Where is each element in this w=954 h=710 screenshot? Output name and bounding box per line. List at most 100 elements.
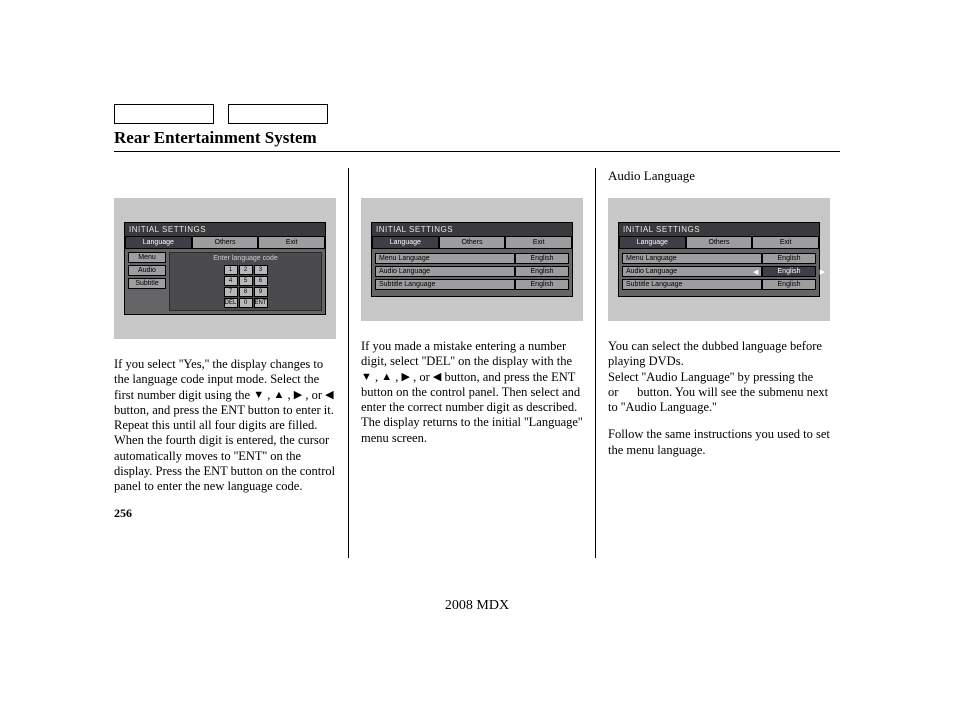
code-entry-label: Enter language code [213,255,278,262]
sep: , or [302,388,325,402]
sep: , [372,370,381,384]
sep: , [264,388,273,402]
panel-header: INITIAL SETTINGS [619,223,819,236]
text: Follow the same instructions you used to… [608,427,830,458]
text: Select ''Audio Language'' by pressing th… [608,370,830,416]
tab-others[interactable]: Others [192,236,259,249]
column-separator [348,168,349,558]
key-8[interactable]: 8 [239,287,253,297]
header-blank-boxes [114,104,840,124]
row-value-text: English [778,268,801,275]
key-1[interactable]: 1 [224,265,238,275]
key-7[interactable]: 7 [224,287,238,297]
key-0[interactable]: 0 [239,298,253,308]
footer-text: 2008 MDX [0,598,954,614]
col3-text: You can select the dubbed language befor… [608,339,830,458]
left-arrow-icon: ◀ [753,268,758,276]
panel-tabs: Language Others Exit [619,236,819,249]
settings-row: Audio Language ◀ English ▶ [622,266,816,277]
page-number: 256 [114,506,336,521]
sep: , or [410,370,433,384]
settings-panel: INITIAL SETTINGS Language Others Exit Me… [618,222,820,297]
col1-header [114,168,336,184]
panel-body: Menu Audio Subtitle Enter language code … [125,249,325,314]
tab-language[interactable]: Language [372,236,439,249]
spacer [608,415,830,427]
audio-button[interactable]: Audio [128,265,166,276]
down-arrow-icon: ▼ [361,372,372,383]
panel-tabs: Language Others Exit [125,236,325,249]
key-6[interactable]: 6 [254,276,268,286]
page-title: Rear Entertainment System [114,128,840,152]
row-value[interactable]: English [515,266,569,277]
left-arrow-icon: ◀ [325,390,333,401]
keypad: 1 2 3 4 5 6 7 8 9 DEL 0 [224,265,268,308]
subtitle-button[interactable]: Subtitle [128,278,166,289]
settings-panel: INITIAL SETTINGS Language Others Exit Me… [124,222,326,315]
row-value[interactable]: English [515,253,569,264]
code-entry-area: Enter language code 1 2 3 4 5 6 7 8 9 [169,252,322,311]
settings-row: Menu Language English [375,253,569,264]
tab-others[interactable]: Others [686,236,753,249]
col2-text: If you made a mistake entering a number … [361,339,583,446]
tab-exit[interactable]: Exit [258,236,325,249]
column-3: Audio Language INITIAL SETTINGS Language… [608,168,830,558]
columns: INITIAL SETTINGS Language Others Exit Me… [114,168,840,558]
panel-body: Menu Language English Audio Language Eng… [372,249,572,296]
key-2[interactable]: 2 [239,265,253,275]
manual-page: Rear Entertainment System INITIAL SETTIN… [0,0,954,710]
row-label: Subtitle Language [375,279,515,290]
screenshot-1: INITIAL SETTINGS Language Others Exit Me… [114,198,336,339]
blank-box [114,104,214,124]
column-2: INITIAL SETTINGS Language Others Exit Me… [361,168,583,558]
row-value[interactable]: English [762,253,816,264]
panel-header: INITIAL SETTINGS [372,223,572,236]
panel-header: INITIAL SETTINGS [125,223,325,236]
settings-panel: INITIAL SETTINGS Language Others Exit Me… [371,222,573,297]
sep: , [284,388,293,402]
screenshot-3: INITIAL SETTINGS Language Others Exit Me… [608,198,830,321]
tab-exit[interactable]: Exit [505,236,572,249]
tab-exit[interactable]: Exit [752,236,819,249]
right-arrow-icon: ▶ [820,268,825,276]
up-arrow-icon: ▲ [381,372,392,383]
down-arrow-icon: ▼ [253,390,264,401]
row-label: Audio Language [375,266,515,277]
up-arrow-icon: ▲ [274,390,285,401]
tab-language[interactable]: Language [619,236,686,249]
left-arrow-icon: ◀ [433,372,441,383]
menu-button[interactable]: Menu [128,252,166,263]
row-label: Subtitle Language [622,279,762,290]
key-5[interactable]: 5 [239,276,253,286]
text: button, and press the ENT button to ente… [114,403,335,493]
key-9[interactable]: 9 [254,287,268,297]
key-4[interactable]: 4 [224,276,238,286]
panel-tabs: Language Others Exit [372,236,572,249]
panel-body: Menu Language English Audio Language ◀ E… [619,249,819,296]
row-label: Menu Language [375,253,515,264]
settings-row: Subtitle Language English [622,279,816,290]
column-1: INITIAL SETTINGS Language Others Exit Me… [114,168,336,558]
settings-row: Audio Language English [375,266,569,277]
key-3[interactable]: 3 [254,265,268,275]
row-label: Audio Language [622,266,762,277]
blank-box [228,104,328,124]
text: You can select the dubbed language befor… [608,339,830,370]
left-buttons: Menu Audio Subtitle [128,252,166,311]
col3-header: Audio Language [608,168,830,184]
settings-row: Menu Language English [622,253,816,264]
right-arrow-icon: ▶ [294,390,302,401]
sep: , [392,370,401,384]
tab-language[interactable]: Language [125,236,192,249]
key-ent[interactable]: ENT [254,298,268,308]
tab-others[interactable]: Others [439,236,506,249]
row-value[interactable]: English [515,279,569,290]
key-del[interactable]: DEL [224,298,238,308]
column-separator [595,168,596,558]
settings-row: Subtitle Language English [375,279,569,290]
row-label: Menu Language [622,253,762,264]
row-value-selected[interactable]: ◀ English ▶ [762,266,816,277]
text: If you made a mistake entering a number … [361,339,572,368]
row-value[interactable]: English [762,279,816,290]
col1-text: If you select ''Yes,'' the display chang… [114,357,336,494]
